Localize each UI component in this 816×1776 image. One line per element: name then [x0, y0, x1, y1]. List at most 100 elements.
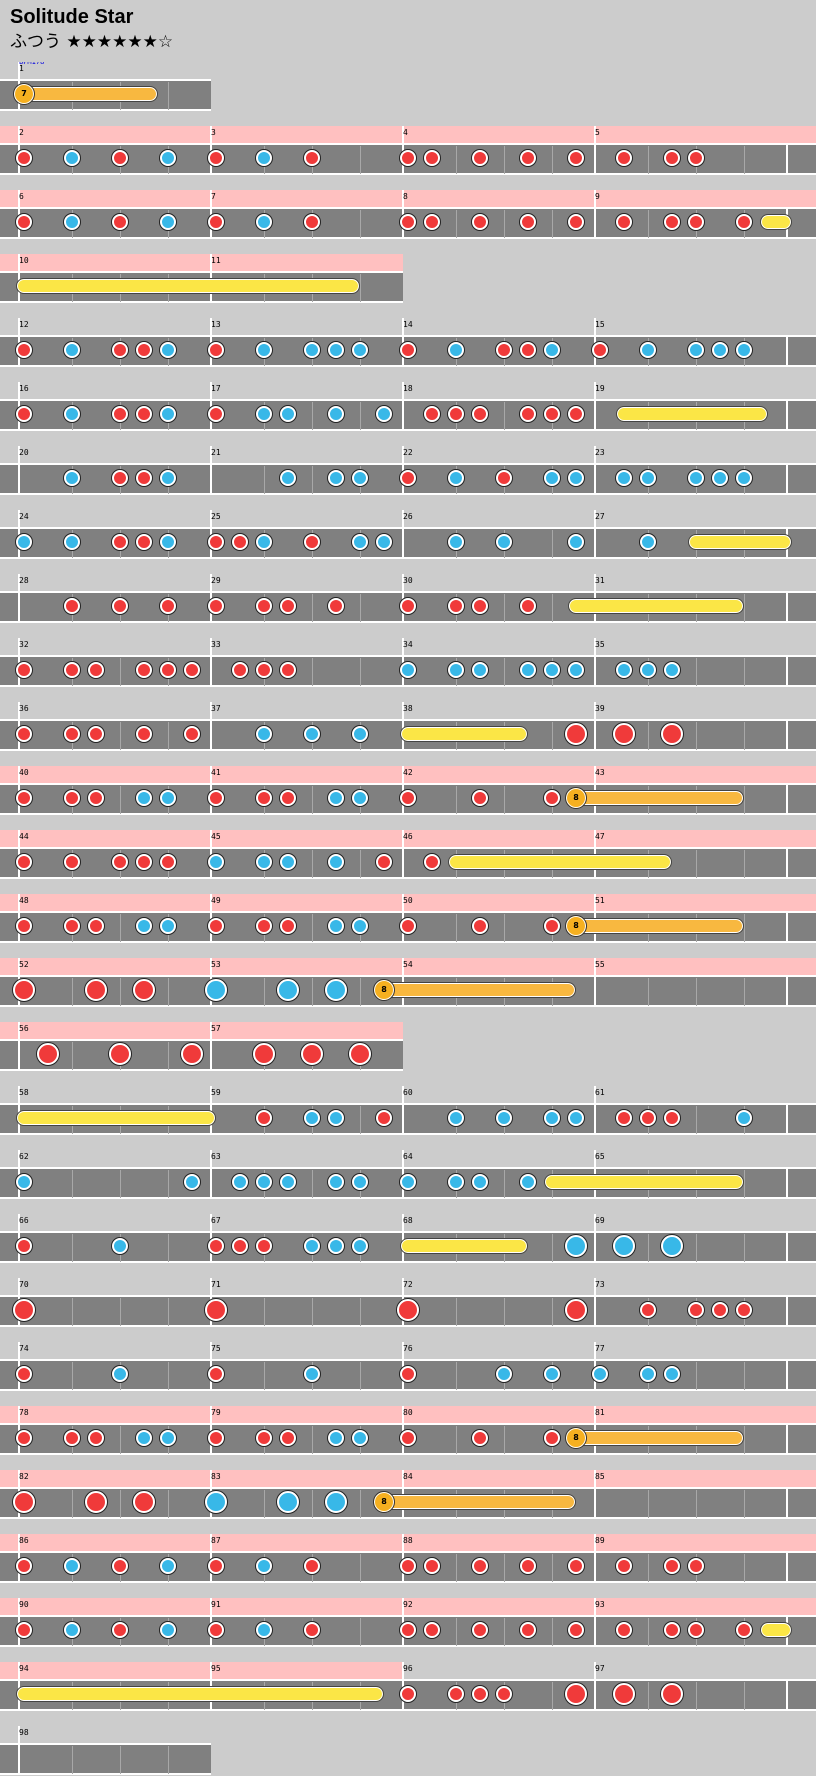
- measure-number: 46: [403, 832, 413, 841]
- don-note: [472, 214, 488, 230]
- don-note: [616, 1622, 632, 1638]
- beat-line: [312, 658, 313, 686]
- measure-number: 77: [595, 1344, 605, 1353]
- don-note: [304, 1558, 320, 1574]
- drumroll: [448, 854, 672, 870]
- beat-line: [696, 978, 697, 1006]
- ka-note: [544, 662, 560, 678]
- ka-note: [640, 1366, 656, 1382]
- beat-line: [552, 594, 553, 622]
- balloon-note: 8: [565, 915, 587, 937]
- ka-note: [640, 662, 656, 678]
- beat-line: [456, 1554, 457, 1582]
- barline: [786, 785, 788, 813]
- measure-number: 4: [403, 128, 408, 137]
- don-note: [112, 470, 128, 486]
- beat-line: [72, 1298, 73, 1326]
- beat-line: [312, 1426, 313, 1454]
- measure-number: 20: [19, 448, 29, 457]
- beat-line: [648, 1554, 649, 1582]
- measure-number: 8: [403, 192, 408, 201]
- don-note: [472, 1558, 488, 1574]
- measure-number: 84: [403, 1472, 413, 1481]
- beat-line: [504, 1298, 505, 1326]
- measure-number: 64: [403, 1152, 413, 1161]
- ka-note: [64, 1622, 80, 1638]
- ka-note: [568, 1110, 584, 1126]
- gogo-band: [0, 1534, 816, 1553]
- measure-number: 49: [211, 896, 221, 905]
- gogo-band: [0, 126, 816, 145]
- don-note: [472, 790, 488, 806]
- beat-line: [552, 722, 553, 750]
- big-don-note: [397, 1299, 419, 1321]
- beat-line: [744, 786, 745, 814]
- measure-number: 42: [403, 768, 413, 777]
- don-note: [112, 534, 128, 550]
- big-don-note: [613, 723, 635, 745]
- measure-number: 31: [595, 576, 605, 585]
- beat-line: [72, 1234, 73, 1262]
- measure-number: 19: [595, 384, 605, 393]
- don-note: [472, 918, 488, 934]
- beat-line: [120, 658, 121, 686]
- barline: [210, 638, 212, 687]
- difficulty-stars: ふつう ★★★★★★☆: [10, 32, 174, 52]
- beat-line: [312, 1490, 313, 1518]
- measure-number: 85: [595, 1472, 605, 1481]
- measure-number: 94: [19, 1664, 29, 1673]
- big-don-note: [565, 723, 587, 745]
- chart-row: 24 25 26 27: [0, 510, 816, 574]
- barline: [402, 510, 404, 559]
- don-note: [568, 214, 584, 230]
- measure-number: 44: [19, 832, 29, 841]
- ka-note: [64, 534, 80, 550]
- barline: [594, 958, 596, 1007]
- don-note: [424, 1622, 440, 1638]
- don-note: [568, 1622, 584, 1638]
- don-note: [64, 854, 80, 870]
- don-note: [256, 790, 272, 806]
- don-note: [280, 790, 296, 806]
- don-note: [568, 406, 584, 422]
- measure-number: 95: [211, 1664, 221, 1673]
- don-note: [136, 726, 152, 742]
- don-note: [112, 214, 128, 230]
- beat-line: [744, 850, 745, 878]
- don-note: [376, 854, 392, 870]
- beat-line: [168, 82, 169, 110]
- ka-note: [376, 406, 392, 422]
- ka-note: [400, 1174, 416, 1190]
- ka-note: [256, 214, 272, 230]
- barline: [402, 1086, 404, 1135]
- chart-row: 20 21 22 23: [0, 446, 816, 510]
- don-note: [400, 1686, 416, 1702]
- beat-line: [168, 1746, 169, 1774]
- chart-row: 32 33 34 35: [0, 638, 816, 702]
- big-ka-note: [205, 979, 227, 1001]
- ka-note: [592, 1366, 608, 1382]
- don-note: [424, 150, 440, 166]
- beat-line: [72, 1490, 73, 1518]
- don-note: [64, 1430, 80, 1446]
- measure-number: 36: [19, 704, 29, 713]
- beat-line: [312, 978, 313, 1006]
- big-don-note: [13, 1491, 35, 1513]
- beat-line: [120, 1298, 121, 1326]
- ka-note: [472, 662, 488, 678]
- measure-number: 26: [403, 512, 413, 521]
- ka-note: [496, 534, 512, 550]
- beat-line: [72, 1362, 73, 1390]
- barline: [18, 1726, 20, 1775]
- beat-line: [744, 594, 745, 622]
- big-ka-note: [277, 1491, 299, 1513]
- big-don-note: [253, 1043, 275, 1065]
- beat-line: [696, 1362, 697, 1390]
- beat-line: [456, 1362, 457, 1390]
- balloon-body: [16, 86, 159, 102]
- drumroll: [760, 214, 792, 230]
- big-don-note: [85, 979, 107, 1001]
- ka-note: [400, 662, 416, 678]
- ka-note: [304, 1366, 320, 1382]
- don-note: [400, 1558, 416, 1574]
